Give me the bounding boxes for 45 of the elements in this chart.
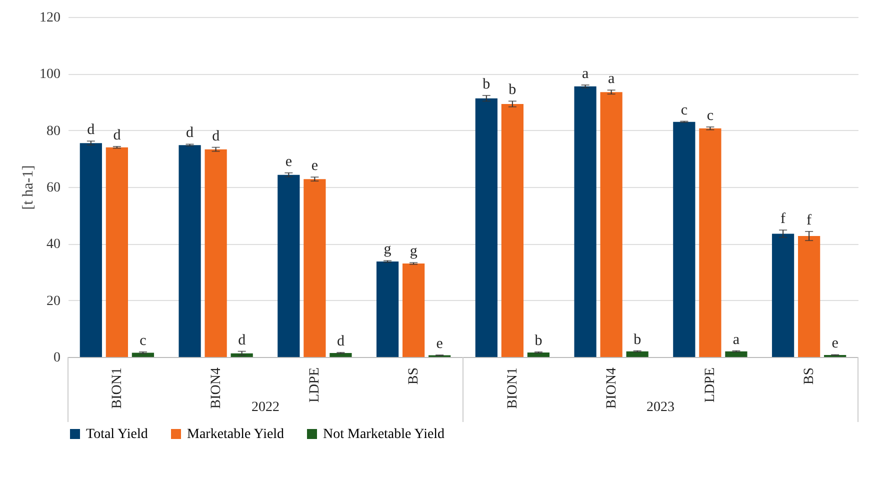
data-label: a <box>608 71 615 88</box>
y-tick-label: 60 <box>46 180 60 196</box>
data-label: c <box>706 108 714 124</box>
data-label: d <box>186 125 194 142</box>
data-label: d <box>238 332 246 348</box>
y-tick-label: 20 <box>46 294 60 309</box>
x-tick-label: BION4 <box>604 368 620 409</box>
x-tick-label: BS <box>802 368 818 385</box>
x-tick-label: LDPE <box>308 368 323 402</box>
legend-label: Not Marketable Yield <box>323 427 445 442</box>
legend-label: Marketable Yield <box>187 427 284 442</box>
data-label: d <box>113 127 122 144</box>
data-label: g <box>410 244 418 260</box>
x-tick-label: BS <box>406 368 422 385</box>
data-label: d <box>336 333 345 350</box>
data-label: e <box>285 154 292 170</box>
data-label: a <box>732 332 740 348</box>
data-label: b <box>534 332 542 349</box>
y-tick-label: 120 <box>40 10 60 26</box>
legend-label: Total Yield <box>86 427 148 442</box>
data-label: f <box>780 211 786 228</box>
x-tick-label: BION1 <box>110 368 125 409</box>
data-label: a <box>582 66 589 82</box>
data-label: d <box>87 122 96 138</box>
data-label: d <box>212 128 220 144</box>
data-label: e <box>436 336 444 352</box>
y-tick-label: 80 <box>46 124 60 139</box>
data-label: g <box>384 242 392 258</box>
data-label: b <box>482 76 490 92</box>
y-tick-label: 0 <box>54 350 60 366</box>
text: 2023 <box>646 400 674 415</box>
y-axis-title: [t ha-1] <box>20 165 36 210</box>
data-label: b <box>508 82 516 98</box>
data-label: e <box>311 158 318 174</box>
data-label: c <box>680 102 688 118</box>
data-label: c <box>140 332 147 349</box>
y-tick-label: 100 <box>40 67 60 82</box>
data-label: f <box>806 212 812 228</box>
x-tick-label: LDPE <box>703 368 718 402</box>
text: 2022 <box>252 400 280 415</box>
y-tick-label: 40 <box>46 237 60 252</box>
x-tick-label: BION1 <box>505 368 520 409</box>
data-label: e <box>832 336 839 352</box>
data-label: b <box>634 332 642 348</box>
x-tick-label: BION4 <box>208 368 224 409</box>
